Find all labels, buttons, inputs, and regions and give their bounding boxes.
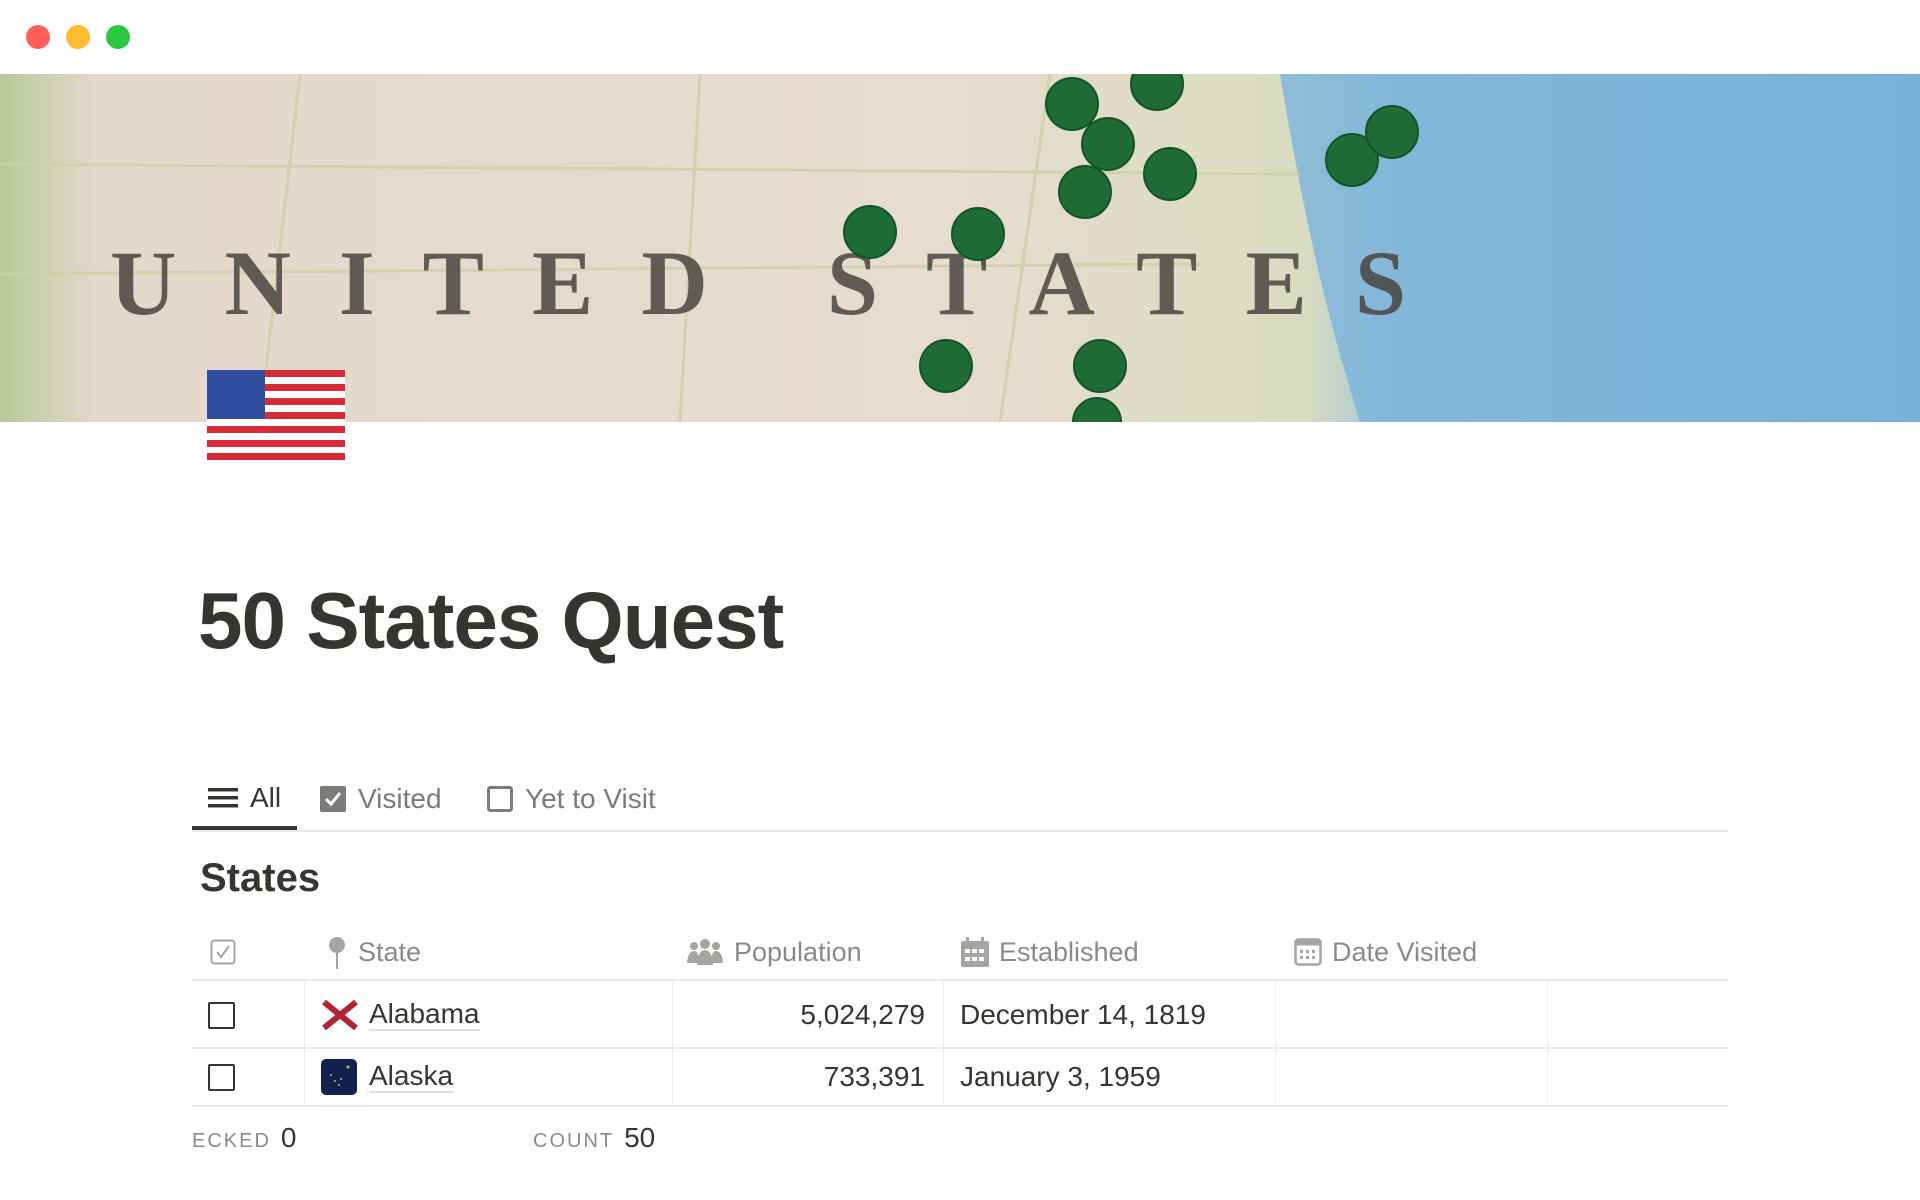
cover-lettering: UNITED STATES xyxy=(110,232,1454,334)
column-header-date-visited[interactable]: Date Visited xyxy=(1294,925,1477,979)
column-header-population[interactable]: Population xyxy=(686,925,862,979)
row-divider xyxy=(192,1047,1728,1049)
row-checkbox[interactable] xyxy=(208,1049,235,1105)
page-icon-us-flag[interactable] xyxy=(207,366,345,464)
column-divider xyxy=(304,981,305,1106)
list-icon xyxy=(208,788,238,808)
page-title: 50 States Quest xyxy=(198,576,784,665)
established-cell[interactable]: December 14, 1819 xyxy=(960,999,1206,1030)
column-label: Date Visited xyxy=(1332,936,1478,967)
column-header-established[interactable]: Established xyxy=(961,925,1139,979)
state-cell[interactable]: Alaska xyxy=(321,1049,454,1105)
header-divider xyxy=(192,979,1728,981)
column-label: Established xyxy=(999,936,1139,967)
calendar-icon xyxy=(961,937,989,967)
alaska-flag-icon xyxy=(321,1059,357,1095)
database-title[interactable]: States xyxy=(200,856,321,900)
summary-label: COUNT xyxy=(533,1130,615,1152)
column-header-checkbox[interactable] xyxy=(210,925,246,979)
tab-label: Yet to Visit xyxy=(525,783,656,814)
calendar-outline-icon xyxy=(1294,938,1322,966)
window-minimize-button[interactable] xyxy=(66,25,90,49)
checked-box-icon xyxy=(320,786,346,812)
tab-yet-to-visit[interactable]: Yet to Visit xyxy=(487,770,656,828)
column-divider xyxy=(1275,981,1276,1106)
column-divider xyxy=(943,981,944,1106)
date-visited-cell[interactable] xyxy=(1276,1049,1546,1105)
window-maximize-button[interactable] xyxy=(106,25,130,49)
summary-value: 0 xyxy=(280,1122,297,1153)
column-label: Population xyxy=(734,936,862,967)
window-close-button[interactable] xyxy=(26,25,50,49)
alabama-flag-icon xyxy=(322,1000,358,1030)
column-divider xyxy=(1547,981,1548,1106)
map-pins xyxy=(843,74,1419,422)
population-cell[interactable]: 5,024,279 xyxy=(800,999,925,1030)
state-cell[interactable]: Alabama xyxy=(321,983,480,1047)
population-cell[interactable]: 733,391 xyxy=(823,1061,925,1092)
tab-visited[interactable]: Visited xyxy=(320,770,442,828)
summary-value: 50 xyxy=(624,1122,656,1153)
checkbox-icon xyxy=(210,939,236,965)
column-header-state[interactable]: State xyxy=(326,925,421,979)
checked-summary[interactable]: ECKED 0 xyxy=(192,1122,296,1154)
row-checkbox[interactable] xyxy=(208,983,235,1047)
established-cell[interactable]: January 3, 1959 xyxy=(960,1061,1161,1092)
view-tabs: All Visited Yet to Visit xyxy=(192,770,1728,832)
tab-label: Visited xyxy=(358,783,442,814)
empty-box-icon xyxy=(487,786,513,812)
state-name[interactable]: Alaska xyxy=(369,1060,454,1093)
count-summary[interactable]: COUNT 50 xyxy=(533,1122,655,1154)
cover-image: UNITED STATES xyxy=(0,74,1920,422)
tab-label: All xyxy=(250,782,282,813)
people-icon xyxy=(687,939,723,965)
summary-label: ECKED xyxy=(192,1130,271,1152)
date-visited-cell[interactable] xyxy=(1276,983,1546,1047)
pin-icon xyxy=(329,937,345,969)
row-divider xyxy=(192,1105,1728,1107)
state-name[interactable]: Alabama xyxy=(369,998,480,1031)
column-label: State xyxy=(358,936,422,967)
column-divider xyxy=(672,981,673,1106)
tab-all[interactable]: All xyxy=(192,770,298,830)
